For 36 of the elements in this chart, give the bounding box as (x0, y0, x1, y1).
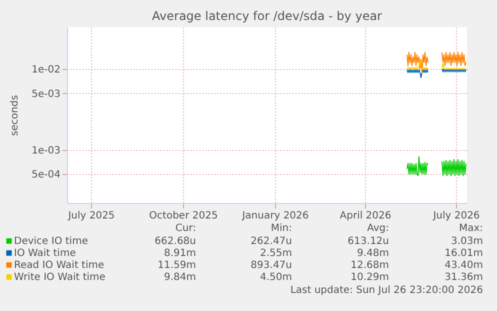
text: 16.01m (444, 248, 483, 259)
x-tick-label: July 2025 (67, 210, 115, 222)
text: 613.12u (348, 236, 389, 247)
text: 893.47u (250, 260, 292, 271)
text: 11.59m (158, 260, 196, 271)
text: 262.47u (250, 236, 292, 247)
x-tick-label: April 2026 (340, 210, 392, 222)
text: Avg: (367, 223, 389, 234)
text: Cur: (175, 223, 196, 234)
text: 31.36m (444, 272, 483, 283)
text: 10.29m (350, 272, 389, 283)
legend-label: IO Wait time (14, 248, 76, 259)
x-tick-label: January 2026 (241, 210, 309, 222)
x-tick-label: July 2026 (432, 210, 480, 222)
text: 43.40m (444, 260, 483, 271)
text: 9.84m (164, 272, 196, 283)
text: 4.50m (260, 272, 292, 283)
x-tick-label: October 2025 (149, 210, 218, 222)
y-tick-label: 5e-04 (32, 170, 60, 181)
text: 662.68u (154, 236, 196, 247)
text: Last update: Sun Jul 26 23:20:00 2026 (290, 285, 483, 296)
text: 8.91m (164, 248, 196, 259)
legend-label: Read IO Wait time (14, 260, 104, 271)
legend-label: Device IO time (14, 236, 88, 247)
legend-label: Write IO Wait time (14, 272, 106, 283)
text: Max: (458, 223, 483, 234)
y-tick-label: 1e-02 (32, 64, 60, 76)
y-tick-label: 5e-03 (32, 88, 60, 100)
y-axis-title: seconds (10, 95, 21, 136)
text: 3.03m (450, 236, 483, 247)
text: Min: (270, 223, 292, 234)
y-tick-label: 1e-03 (32, 145, 60, 156)
text: 9.48m (356, 248, 389, 259)
chart-title: Average latency for /dev/sda - by year (152, 9, 382, 23)
text: 12.68m (350, 260, 389, 271)
text: 2.55m (260, 248, 292, 259)
